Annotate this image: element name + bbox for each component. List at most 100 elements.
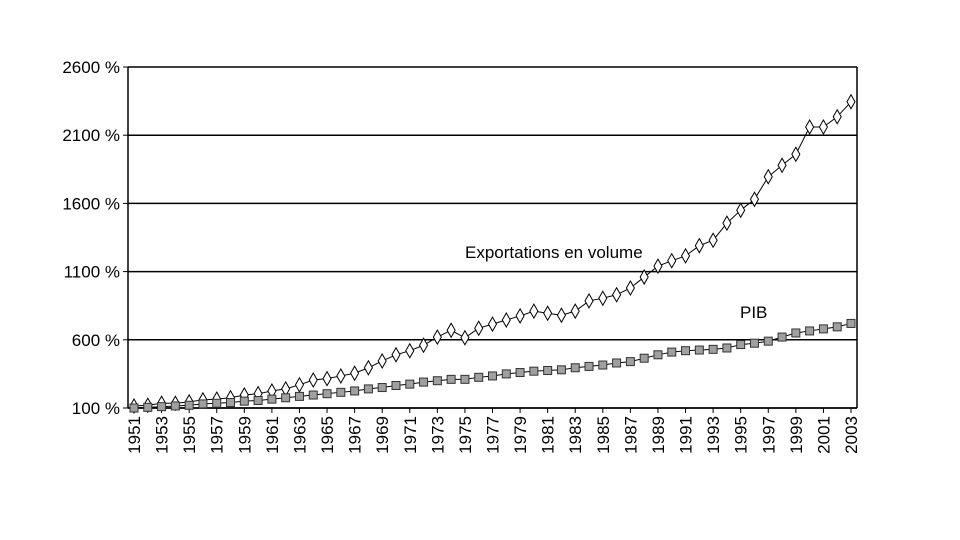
marker-diamond <box>308 372 318 389</box>
marker-diamond <box>598 290 608 307</box>
x-tick-label: 1977 <box>484 416 503 454</box>
marker-square <box>253 395 263 405</box>
marker-square <box>846 318 856 328</box>
x-tick-label: 2001 <box>814 416 833 454</box>
marker-square <box>667 347 677 357</box>
x-tick-label: 1961 <box>263 416 282 454</box>
x-tick-label: 1959 <box>235 416 254 454</box>
marker-square <box>129 403 139 413</box>
x-tick-label: 1987 <box>621 416 640 454</box>
marker-square <box>708 344 718 354</box>
marker-diamond <box>625 279 635 296</box>
marker-diamond <box>708 232 718 249</box>
marker-diamond <box>763 168 773 185</box>
marker-diamond <box>846 93 856 110</box>
marker-square <box>791 328 801 338</box>
marker-square <box>515 368 525 378</box>
marker-square <box>322 389 332 399</box>
x-tick-label: 1985 <box>594 416 613 454</box>
marker-diamond <box>501 312 511 329</box>
marker-square <box>653 350 663 360</box>
marker-diamond <box>653 258 663 275</box>
marker-square <box>584 361 594 371</box>
marker-square <box>446 374 456 384</box>
x-tick-label: 1997 <box>759 416 778 454</box>
x-tick-label: 1953 <box>153 416 172 454</box>
marker-square <box>832 322 842 332</box>
marker-square <box>212 398 222 408</box>
marker-square <box>805 326 815 336</box>
marker-diamond <box>805 119 815 136</box>
marker-square <box>460 374 470 384</box>
marker-square <box>556 365 566 375</box>
marker-square <box>157 402 167 412</box>
x-tick-label: 1975 <box>456 416 475 454</box>
marker-diamond <box>377 352 387 369</box>
marker-square <box>722 343 732 353</box>
marker-square <box>529 366 539 376</box>
marker-diamond <box>363 359 373 376</box>
marker-diamond <box>515 307 525 324</box>
marker-diamond <box>556 307 567 324</box>
x-tick-label: 1989 <box>649 416 668 454</box>
marker-diamond <box>336 367 346 384</box>
marker-square <box>612 358 622 368</box>
marker-diamond <box>391 346 401 363</box>
x-tick-label: 1999 <box>787 416 806 454</box>
x-tick-label: 1995 <box>732 416 751 454</box>
marker-square <box>294 391 304 401</box>
marker-diamond <box>432 329 442 346</box>
marker-square <box>308 390 318 400</box>
marker-diamond <box>722 215 732 232</box>
x-tick-label: 1983 <box>566 416 585 454</box>
x-tick-label: 1973 <box>428 416 447 454</box>
marker-square <box>198 399 208 409</box>
marker-square <box>184 400 194 410</box>
marker-square <box>598 360 608 370</box>
y-tick-label: 100 % <box>72 399 120 418</box>
series-label: Exportations en volume <box>465 243 643 262</box>
y-tick-label: 2600 % <box>62 58 120 77</box>
x-tick-label: 1971 <box>401 416 420 454</box>
marker-square <box>777 332 787 342</box>
marker-square <box>363 384 373 394</box>
y-tick-label: 1600 % <box>62 194 120 213</box>
marker-square <box>543 365 553 375</box>
marker-diamond <box>529 303 539 320</box>
marker-square <box>681 346 691 356</box>
marker-square <box>267 394 277 404</box>
marker-square <box>432 376 442 386</box>
marker-square <box>281 393 291 403</box>
marker-square <box>694 345 704 355</box>
marker-square <box>818 324 828 334</box>
marker-square <box>377 383 387 393</box>
x-tick-label: 1967 <box>346 416 365 454</box>
marker-square <box>143 402 153 412</box>
x-tick-label: 1981 <box>539 416 558 454</box>
marker-square <box>474 372 484 382</box>
x-tick-label: 1991 <box>677 416 696 454</box>
x-tick-label: 1993 <box>704 416 723 454</box>
marker-square <box>405 379 415 389</box>
y-tick-label: 2100 % <box>62 126 120 145</box>
x-tick-label: 1963 <box>290 416 309 454</box>
marker-diamond <box>680 247 691 264</box>
marker-diamond <box>777 157 787 174</box>
marker-square <box>570 363 580 373</box>
marker-square <box>501 369 511 379</box>
x-tick-label: 1979 <box>511 416 530 454</box>
y-tick-label: 1100 % <box>64 263 120 282</box>
marker-diamond <box>667 252 677 269</box>
marker-diamond <box>749 191 760 208</box>
marker-square <box>749 338 759 348</box>
x-tick-label: 2003 <box>842 416 861 454</box>
x-tick-label: 1957 <box>208 416 227 454</box>
marker-diamond <box>584 292 594 309</box>
x-tick-label: 1951 <box>125 416 144 454</box>
marker-diamond <box>570 303 580 320</box>
marker-diamond <box>832 108 842 125</box>
x-tick-label: 1965 <box>318 416 337 454</box>
y-tick-label: 600 % <box>72 331 120 350</box>
